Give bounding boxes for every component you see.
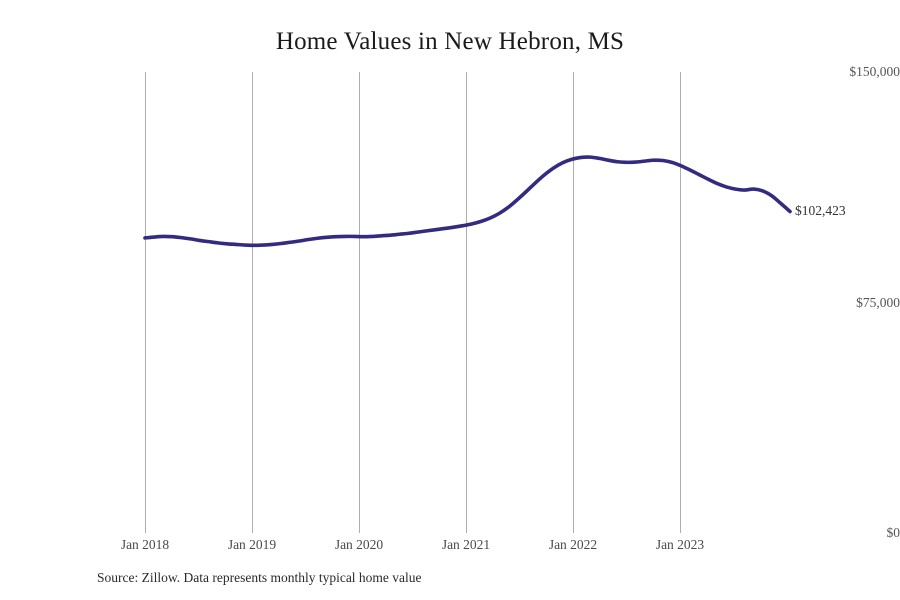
series-line-typical-home-value xyxy=(143,155,792,248)
chart-title: Home Values in New Hebron, MS xyxy=(275,28,625,55)
y-axis-tick-label-150000: $150,000 xyxy=(849,64,900,79)
x-axis-tick-label-jan-2019: Jan 2019 xyxy=(227,537,277,552)
x-axis-tick-label-jan-2020: Jan 2020 xyxy=(334,537,384,552)
x-axis-tick-label-jan-2018: Jan 2018 xyxy=(120,537,170,552)
end-value-annotation: $102,423 xyxy=(795,202,846,218)
source-note: Source: Zillow. Data represents monthly … xyxy=(97,570,422,585)
x-axis-tick-label-jan-2021: Jan 2021 xyxy=(441,537,491,552)
y-axis-tick-label-0: $0 xyxy=(886,525,900,540)
gridline-group xyxy=(145,72,681,533)
x-axis-tick-label-jan-2022: Jan 2022 xyxy=(548,537,598,552)
y-axis-tick-label-75000: $75,000 xyxy=(856,295,900,310)
x-axis-tick-label-jan-2023: Jan 2023 xyxy=(655,537,705,552)
